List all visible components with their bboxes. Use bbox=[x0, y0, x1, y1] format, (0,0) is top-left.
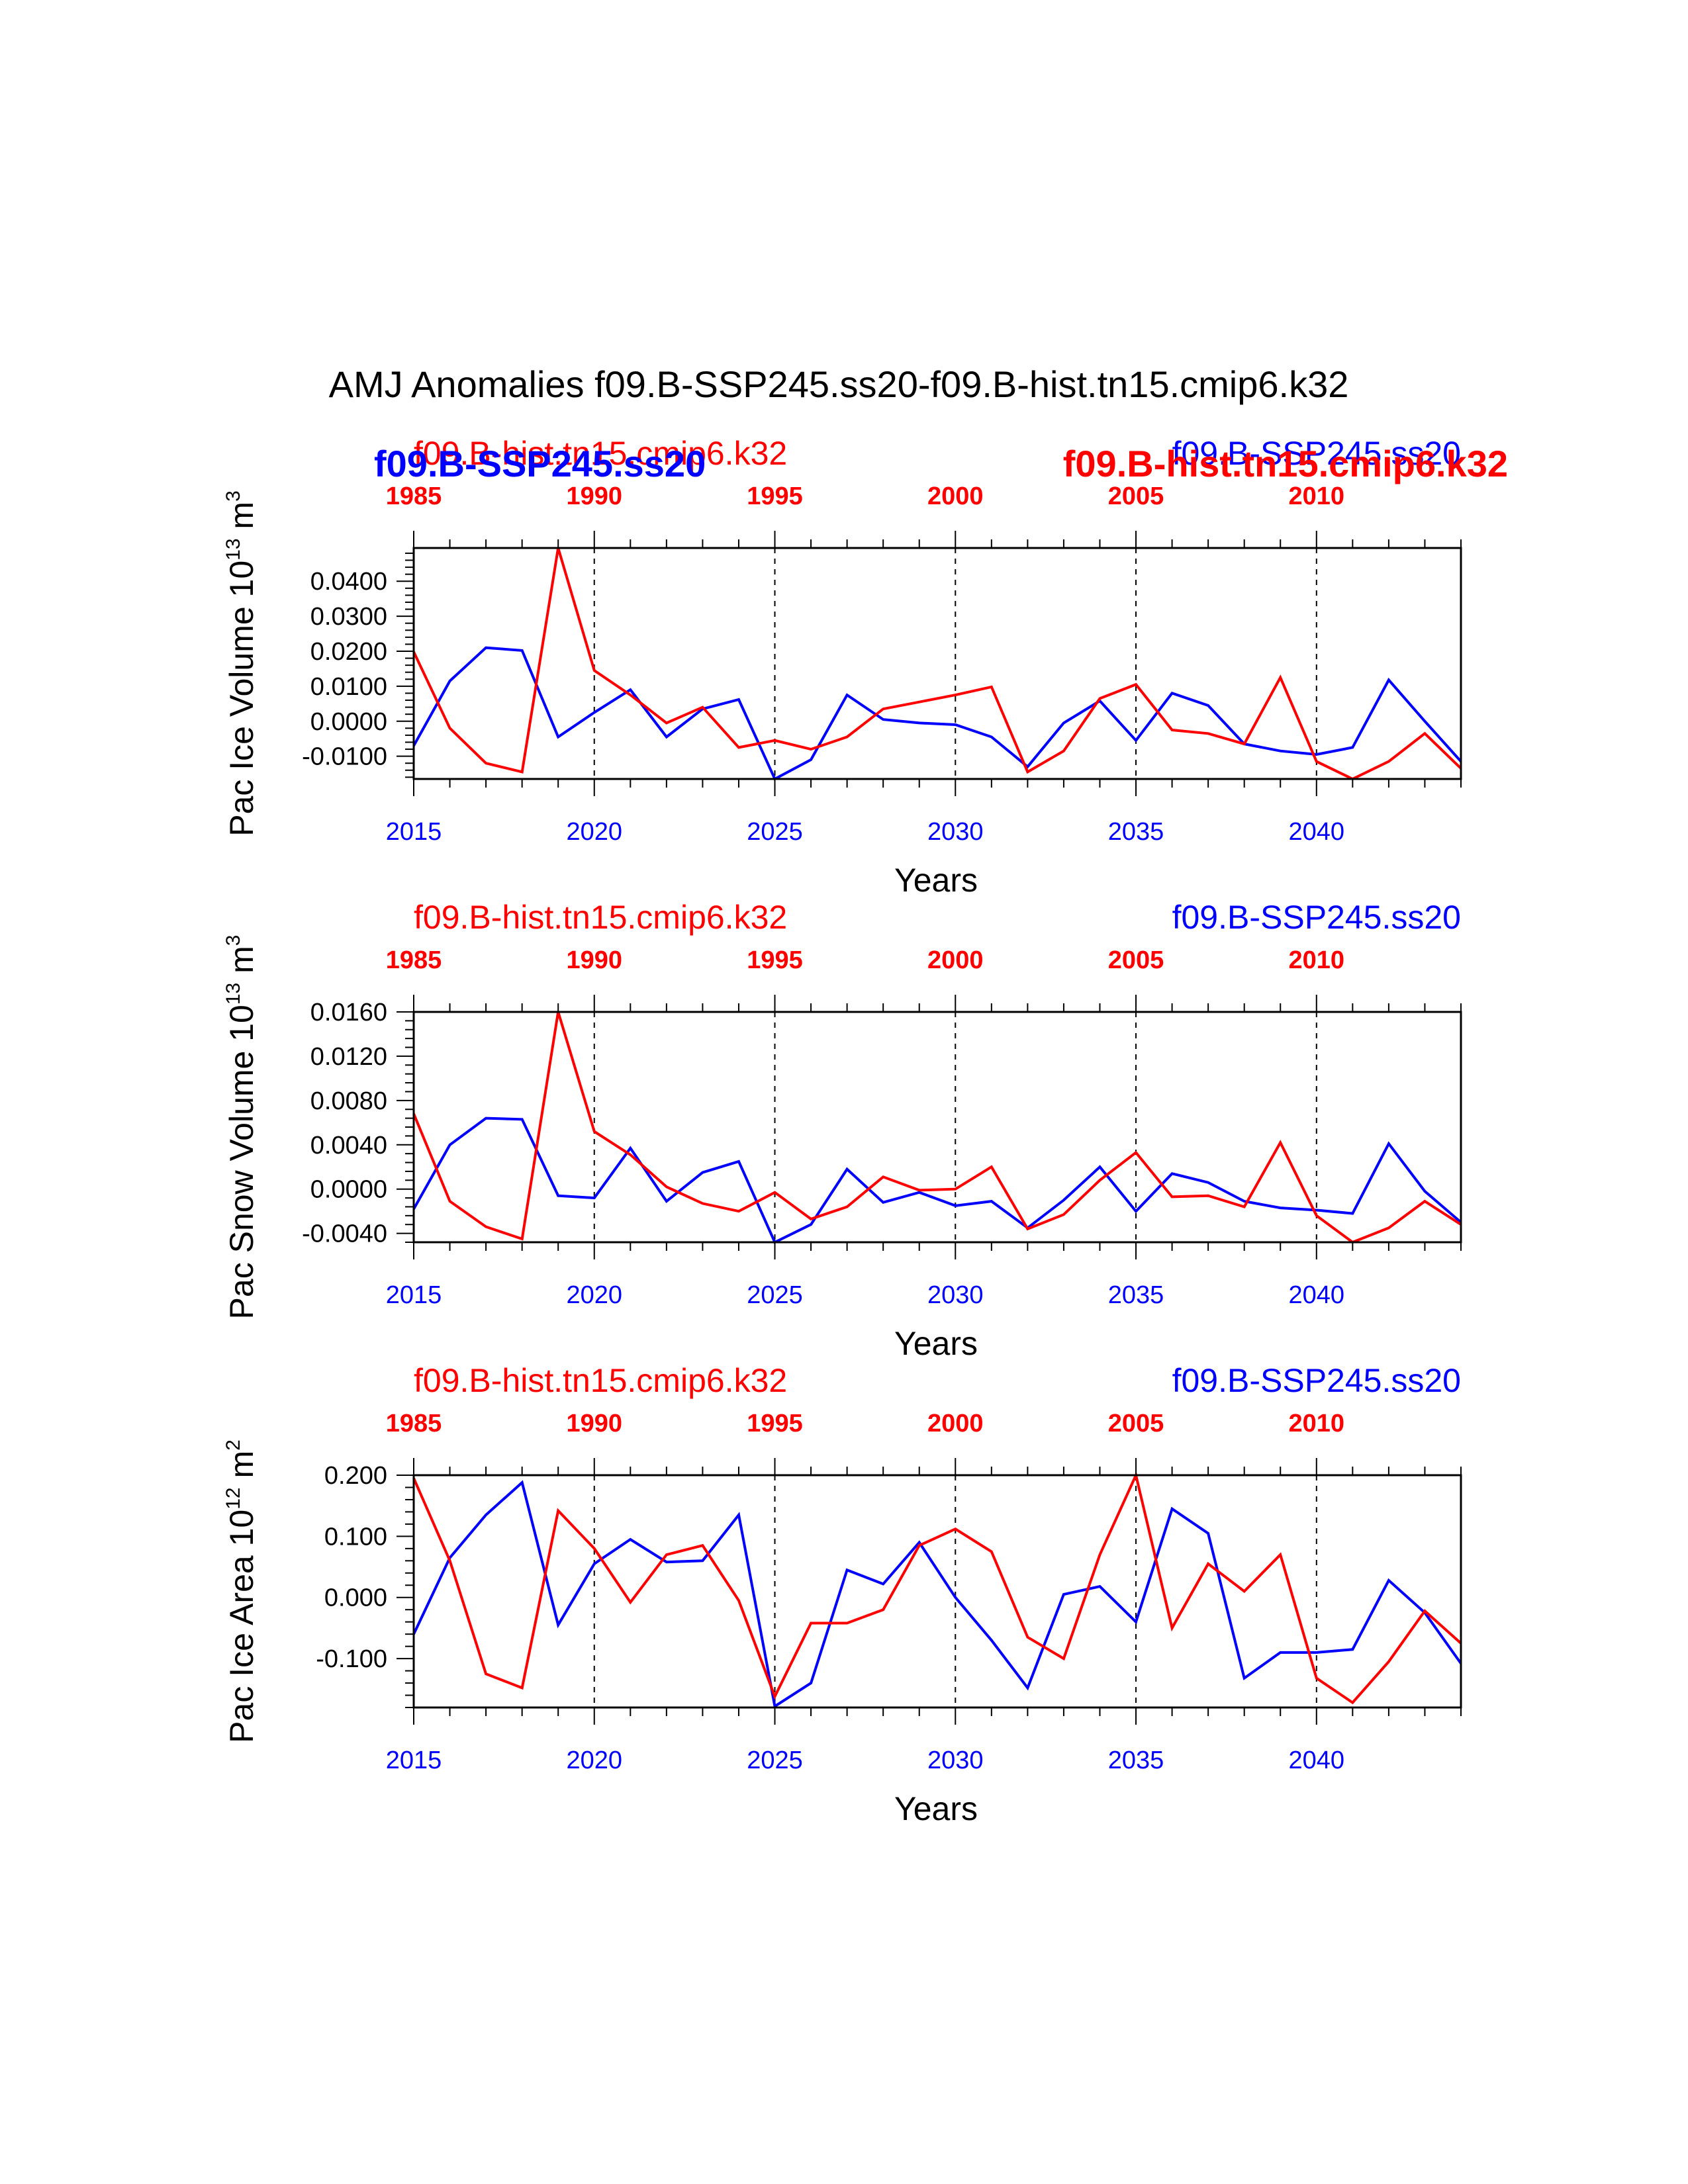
x-tick-label: 2030 bbox=[927, 1281, 984, 1309]
y-tick-label: 0.0400 bbox=[310, 568, 387, 596]
x-tick-label: 2020 bbox=[566, 818, 622, 846]
y-axis-label: Pac Snow Volume 1013 m3 bbox=[222, 935, 260, 1320]
top-tick-label: 1995 bbox=[747, 1410, 803, 1437]
plot-frame bbox=[412, 1474, 1462, 1709]
y-label-main: Pac Ice Volume 10 bbox=[223, 561, 260, 837]
y-tick-label: -0.100 bbox=[316, 1645, 387, 1673]
top-tick-label: 2000 bbox=[927, 482, 984, 510]
y-label-exp: 13 bbox=[222, 538, 244, 560]
plot-frame bbox=[412, 1011, 1462, 1244]
x-tick-label: 2020 bbox=[566, 1281, 622, 1309]
y-label-unit: m bbox=[223, 1451, 260, 1488]
series-line-blue bbox=[412, 646, 1462, 781]
y-tick-label: 0.0300 bbox=[310, 603, 387, 631]
y-tick-label: 0.0120 bbox=[310, 1043, 387, 1071]
series-caption-blue: f09.B-SSP245.ss20 bbox=[374, 443, 706, 484]
x-tick-label: 2020 bbox=[566, 1747, 622, 1774]
x-axis-label: Years bbox=[894, 1790, 978, 1827]
top-tick-label: 2005 bbox=[1108, 1410, 1164, 1437]
series-line-red bbox=[412, 547, 1462, 781]
x-tick-label: 2025 bbox=[747, 1281, 803, 1309]
y-tick-label: -0.0040 bbox=[302, 1220, 387, 1248]
top-tick-label: 1995 bbox=[747, 946, 803, 974]
top-tick-label: 2010 bbox=[1289, 946, 1345, 974]
x-axis-label: Years bbox=[894, 1325, 978, 1362]
y-tick-label: 0.100 bbox=[324, 1523, 387, 1551]
x-tick-label: 2035 bbox=[1108, 1281, 1164, 1309]
top-tick-label: 2000 bbox=[927, 1410, 984, 1437]
top-tick-label: 2010 bbox=[1289, 1410, 1345, 1437]
series-line-red bbox=[412, 1011, 1462, 1244]
top-tick-label: 2005 bbox=[1108, 482, 1164, 510]
top-tick-label: 1985 bbox=[386, 1410, 442, 1437]
x-tick-label: 2030 bbox=[927, 818, 984, 846]
x-tick-label: 2040 bbox=[1289, 818, 1345, 846]
top-tick-label: 1985 bbox=[386, 946, 442, 974]
x-tick-label: 2035 bbox=[1108, 1747, 1164, 1774]
y-label-unit-exp: 2 bbox=[222, 1439, 244, 1451]
x-tick-label: 2015 bbox=[386, 1281, 442, 1309]
series-caption-red: f09.B-hist.tn15.cmip6.k32 bbox=[414, 435, 787, 472]
x-tick-label: 2015 bbox=[386, 818, 442, 846]
panel-2: 2015 1985 2020 1990 2025 1995 2030 2000 2035 2005… bbox=[222, 899, 1462, 1362]
panel-3: 2015 1985 2020 1990 2025 1995 2030 2000 2035 2005… bbox=[222, 1362, 1462, 1827]
x-tick-label: 2040 bbox=[1289, 1281, 1345, 1309]
panel-1: 2015 1985 2020 1990 2025 1995 2030 2000 2035 2005… bbox=[222, 435, 1508, 899]
x-tick-label: 2025 bbox=[747, 1747, 803, 1774]
top-tick-label: 1990 bbox=[566, 482, 622, 510]
y-axis-label: Pac Ice Area 1012 m2 bbox=[222, 1439, 260, 1743]
y-label-main: Pac Snow Volume 10 bbox=[223, 1005, 260, 1319]
top-tick-label: 2005 bbox=[1108, 946, 1164, 974]
x-tick-label: 2025 bbox=[747, 818, 803, 846]
y-tick-label: 0.0100 bbox=[310, 673, 387, 701]
y-tick-label: 0.0000 bbox=[310, 708, 387, 736]
top-tick-label: 2000 bbox=[927, 946, 984, 974]
y-tick-label: 0.000 bbox=[324, 1584, 387, 1612]
panels-group: 2015 1985 2020 1990 2025 1995 2030 2000 2035 2005… bbox=[222, 435, 1508, 1827]
y-tick-label: 0.0000 bbox=[310, 1176, 387, 1204]
y-label-main: Pac Ice Area 10 bbox=[223, 1510, 260, 1743]
series-caption-red: f09.B-hist.tn15.cmip6.k32 bbox=[414, 899, 787, 936]
y-label-exp: 12 bbox=[222, 1487, 244, 1509]
x-tick-label: 2015 bbox=[386, 1747, 442, 1774]
top-tick-label: 2010 bbox=[1289, 482, 1345, 510]
y-tick-label: 0.0080 bbox=[310, 1087, 387, 1115]
top-tick-label: 1990 bbox=[566, 1410, 622, 1437]
series-caption-red: f09.B-hist.tn15.cmip6.k32 bbox=[1063, 443, 1508, 484]
y-tick-label: 0.200 bbox=[324, 1462, 387, 1490]
y-label-unit-exp: 3 bbox=[222, 490, 244, 502]
y-label-unit: m bbox=[223, 502, 260, 539]
x-tick-label: 2035 bbox=[1108, 818, 1164, 846]
x-tick-label: 2040 bbox=[1289, 1747, 1345, 1774]
top-tick-label: 1990 bbox=[566, 946, 622, 974]
x-axis-label: Years bbox=[894, 862, 978, 899]
series-line-blue bbox=[412, 1116, 1462, 1244]
y-tick-label: -0.0100 bbox=[302, 743, 387, 771]
y-tick-label: 0.0040 bbox=[310, 1132, 387, 1160]
figure-title: AMJ Anomalies f09.B-SSP245.ss20-f09.B-hi… bbox=[329, 363, 1349, 405]
series-line-blue bbox=[412, 1480, 1462, 1709]
series-line-red bbox=[412, 1471, 1462, 1705]
y-tick-label: 0.0160 bbox=[310, 999, 387, 1026]
y-tick-label: 0.0200 bbox=[310, 638, 387, 666]
y-axis-label: Pac Ice Volume 1013 m3 bbox=[222, 490, 260, 837]
top-tick-label: 1995 bbox=[747, 482, 803, 510]
y-label-unit-exp: 3 bbox=[222, 935, 244, 946]
series-caption-blue: f09.B-SSP245.ss20 bbox=[1172, 1362, 1461, 1399]
top-tick-label: 1985 bbox=[386, 482, 442, 510]
y-label-exp: 13 bbox=[222, 983, 244, 1005]
y-label-unit: m bbox=[223, 946, 260, 983]
plot-frame bbox=[412, 547, 1462, 780]
x-tick-label: 2030 bbox=[927, 1747, 984, 1774]
series-caption-red: f09.B-hist.tn15.cmip6.k32 bbox=[414, 1362, 787, 1399]
series-caption-blue: f09.B-SSP245.ss20 bbox=[1172, 899, 1461, 936]
series-caption-blue: f09.B-SSP245.ss20 bbox=[1172, 435, 1461, 472]
